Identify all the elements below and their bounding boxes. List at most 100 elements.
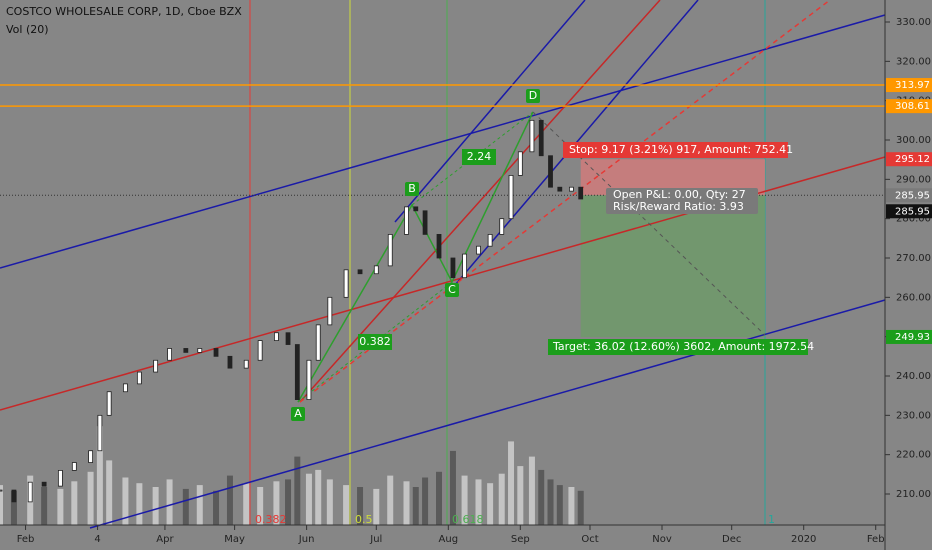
candle xyxy=(97,414,103,452)
volume-bar xyxy=(326,479,333,525)
price-badge-label: 285.95 xyxy=(895,190,930,201)
candle xyxy=(183,348,189,353)
candle xyxy=(529,119,535,153)
volume-bar xyxy=(196,485,203,525)
price-badge xyxy=(886,78,932,93)
candle xyxy=(306,359,312,400)
candle xyxy=(450,257,456,279)
price-badge xyxy=(886,329,932,344)
price-badge-label: 295.12 xyxy=(895,154,930,165)
stop-box xyxy=(563,142,788,158)
harmonic-pattern xyxy=(297,111,534,403)
candle xyxy=(373,265,379,275)
time-tick-label: Dec xyxy=(722,534,741,545)
target-box xyxy=(548,339,808,355)
candle xyxy=(487,233,493,247)
volume-bar xyxy=(436,471,443,525)
volume-bar xyxy=(166,479,173,525)
price-layer xyxy=(0,84,885,503)
volume-bar xyxy=(387,475,394,525)
symbol-title: COSTCO WHOLESALE CORP, 1D, Cboe BZX xyxy=(6,5,242,18)
candle xyxy=(123,383,128,393)
pattern-point: D xyxy=(529,89,537,102)
candle xyxy=(11,489,17,503)
pattern-point-box xyxy=(405,182,419,196)
volume-bar xyxy=(136,483,143,525)
volume-bar xyxy=(294,456,301,525)
volume-bar xyxy=(182,488,189,525)
candle xyxy=(517,151,523,176)
fib-label: 0.382 xyxy=(255,513,287,526)
projection xyxy=(532,111,766,336)
volume-bar xyxy=(57,488,64,525)
volume-bar xyxy=(106,460,113,525)
price-tick-label: 320.00 xyxy=(896,56,931,67)
price-badge-label: 308.61 xyxy=(895,101,930,112)
stop-label: Stop: 9.17 (3.21%) 917, Amount: 752.41 xyxy=(569,143,793,156)
volume-bar xyxy=(449,450,456,525)
volume-bar xyxy=(403,481,410,525)
price-tick-label: 280.00 xyxy=(896,214,931,225)
candle xyxy=(88,450,93,463)
time-tick-label: Jun xyxy=(298,534,315,545)
candle xyxy=(357,269,363,275)
volume-bar xyxy=(243,483,250,525)
candle xyxy=(387,233,393,267)
candle xyxy=(462,253,467,279)
channel-line xyxy=(0,14,886,269)
time-tick-label: 2020 xyxy=(791,534,816,545)
candle xyxy=(436,233,442,259)
candle xyxy=(285,332,291,345)
indicator-title: Vol (20) xyxy=(6,23,49,36)
candle xyxy=(257,340,263,361)
volume-bar xyxy=(412,487,419,525)
candle xyxy=(413,206,419,212)
candle xyxy=(476,245,481,255)
candle xyxy=(294,344,300,400)
time-tick-label: Sep xyxy=(511,534,530,545)
candle xyxy=(243,359,249,369)
volume-bar xyxy=(315,469,322,525)
volume-layer xyxy=(0,426,584,525)
candle xyxy=(343,269,349,298)
ratio-box xyxy=(358,334,392,350)
candle xyxy=(499,218,505,235)
candle xyxy=(315,324,321,361)
candle xyxy=(0,489,3,492)
volume-bar xyxy=(226,475,233,525)
ratio-label: 0.382 xyxy=(359,335,391,348)
volume-bar xyxy=(41,487,48,525)
volume-bar xyxy=(0,485,3,525)
candle xyxy=(538,119,544,157)
time-tick-label: 4 xyxy=(94,534,100,545)
info-label: Risk/Reward Ratio: 3.93 xyxy=(613,200,744,213)
price-tick-label: 270.00 xyxy=(896,253,931,264)
price-tick-label: 210.00 xyxy=(896,489,931,500)
volume-bar xyxy=(257,487,264,525)
position-layer xyxy=(580,159,765,337)
price-tick-label: 260.00 xyxy=(896,292,931,303)
volume-bar xyxy=(568,487,575,525)
candle xyxy=(167,348,172,361)
candle xyxy=(106,391,112,416)
volume-bar xyxy=(96,426,103,525)
harmonic-diag xyxy=(411,111,534,206)
candle xyxy=(153,359,159,373)
candle xyxy=(548,155,553,188)
last-badge-label: 285.95 xyxy=(895,206,930,217)
time-tick-label: Oct xyxy=(581,534,598,545)
volume-bar xyxy=(71,481,78,525)
info-box xyxy=(606,188,758,214)
time-tick-label: Aug xyxy=(439,534,459,545)
target-zone xyxy=(580,195,765,337)
candle xyxy=(197,348,203,353)
volume-bar xyxy=(305,473,312,525)
pattern-point: B xyxy=(408,182,416,195)
time-tick-label: Jul xyxy=(369,534,382,545)
price-tick-label: 330.00 xyxy=(896,17,931,28)
time-tick-label: Feb xyxy=(17,534,35,545)
pattern-point: A xyxy=(294,407,302,420)
fib-label: 0.5 xyxy=(355,513,373,526)
volume-bar xyxy=(357,487,364,525)
